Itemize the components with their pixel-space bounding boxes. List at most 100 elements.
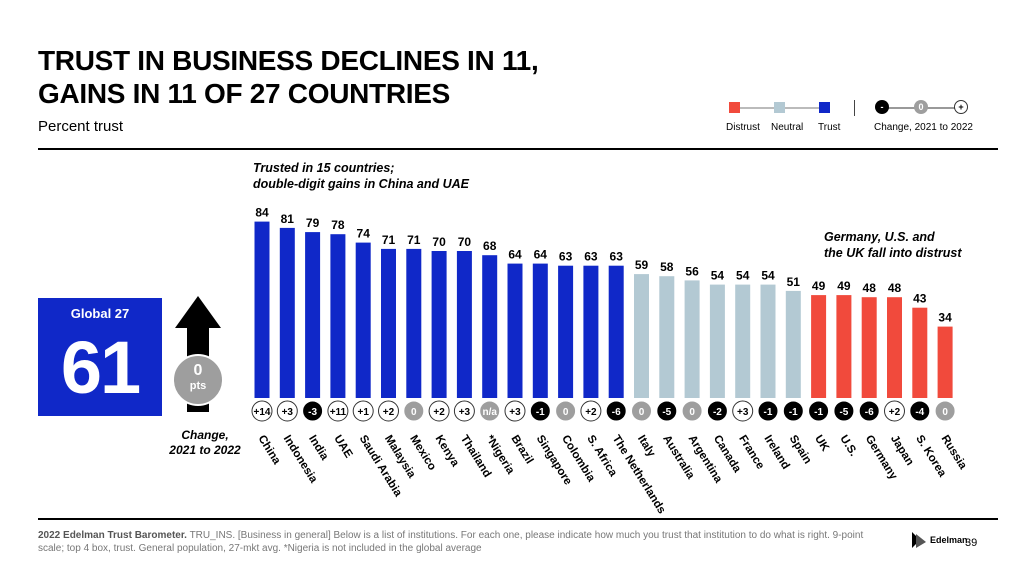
change-value-label: 0 bbox=[411, 407, 417, 418]
change-label-line-2: 2021 to 2022 bbox=[169, 443, 241, 457]
bar-france bbox=[735, 284, 751, 398]
change-circle bbox=[706, 400, 728, 422]
callout-trusted-line-2: double-digit gains in China and UAE bbox=[253, 177, 469, 191]
change-circle bbox=[909, 400, 931, 422]
bar-value-label: 54 bbox=[736, 269, 750, 283]
bar-value-label: 48 bbox=[863, 281, 877, 295]
title-line-2: GAINS IN 11 OF 27 COUNTRIES bbox=[38, 78, 450, 109]
change-label-line-1: Change, bbox=[181, 428, 229, 442]
bar-value-label: 64 bbox=[508, 248, 522, 262]
subtitle: Percent trust bbox=[38, 118, 124, 135]
change-value-label: -2 bbox=[713, 407, 722, 418]
legend-gain-circle: + bbox=[954, 100, 968, 114]
change-value-label: +14 bbox=[254, 407, 271, 418]
change-circle bbox=[555, 400, 577, 422]
change-value-label: -1 bbox=[814, 407, 823, 418]
bar-value-label: 63 bbox=[584, 250, 598, 264]
change-circle bbox=[251, 400, 273, 422]
bar-canada bbox=[709, 284, 725, 398]
category-label: Brazil bbox=[508, 433, 535, 466]
change-value-label: +11 bbox=[330, 407, 347, 418]
bar-value-label: 51 bbox=[787, 275, 801, 289]
change-circle bbox=[858, 400, 880, 422]
bar-us bbox=[836, 295, 852, 398]
bar-value-label: 48 bbox=[888, 281, 902, 295]
global-label: Global 27 bbox=[70, 306, 130, 321]
bar-value-label: 70 bbox=[458, 235, 472, 249]
bar-nigeria bbox=[482, 255, 498, 398]
bar-indonesia bbox=[279, 227, 295, 398]
bar-value-label: 64 bbox=[534, 248, 548, 262]
change-value-label: 0 bbox=[563, 407, 569, 418]
bar-chart: 84+14China81+3Indonesia79-3India78+11UAE… bbox=[251, 206, 969, 516]
category-label: U.S. bbox=[837, 433, 859, 458]
legend-nochange-circle: 0 bbox=[914, 100, 928, 114]
bar-value-label: 71 bbox=[407, 233, 421, 247]
change-value-label: -6 bbox=[612, 407, 621, 418]
change-circle bbox=[352, 400, 374, 422]
change-value-label: -3 bbox=[308, 407, 317, 418]
bar-value-label: 63 bbox=[559, 250, 573, 264]
title-line-1: TRUST IN BUSINESS DECLINES IN 11, bbox=[38, 45, 539, 76]
bar-value-label: 58 bbox=[660, 260, 674, 274]
category-label: Italy bbox=[635, 433, 658, 459]
legend-decline-circle: - bbox=[875, 100, 889, 114]
bar-russia bbox=[937, 326, 953, 398]
bar-value-label: 78 bbox=[331, 218, 345, 232]
change-value-label: +2 bbox=[889, 407, 901, 418]
global-change-unit: pts bbox=[189, 380, 207, 392]
change-value-label: +2 bbox=[585, 407, 597, 418]
change-circle bbox=[605, 400, 627, 422]
bar-value-label: 59 bbox=[635, 258, 649, 272]
change-value-label: -5 bbox=[839, 407, 848, 418]
category-label: China bbox=[255, 433, 282, 467]
change-circle bbox=[631, 400, 652, 422]
legend-divider bbox=[854, 100, 855, 116]
callout-distrust-line-1: Germany, U.S. and bbox=[824, 230, 935, 244]
change-value-label: +3 bbox=[459, 407, 471, 418]
global-average-box: Global 27 61 bbox=[38, 298, 162, 416]
legend-trust-label: Trust bbox=[818, 122, 841, 133]
legend-neutral-label: Neutral bbox=[771, 122, 804, 133]
bar-ireland bbox=[760, 284, 776, 398]
change-value-label: n/a bbox=[482, 407, 497, 418]
bar-value-label: 43 bbox=[913, 292, 927, 306]
change-value-label: -1 bbox=[536, 407, 545, 418]
bar-saudiarabia bbox=[355, 242, 371, 398]
bar-value-label: 84 bbox=[255, 206, 269, 220]
bar-value-label: 71 bbox=[382, 233, 396, 247]
page-number: 39 bbox=[965, 537, 978, 549]
bar-germany bbox=[861, 297, 877, 398]
change-circle bbox=[327, 400, 349, 422]
change-circle bbox=[453, 400, 475, 422]
change-value-label: 0 bbox=[942, 407, 948, 418]
change-value-label: -1 bbox=[789, 407, 798, 418]
change-value-label: -4 bbox=[915, 407, 924, 418]
change-circle bbox=[378, 400, 399, 422]
category-label: India bbox=[306, 433, 331, 463]
callout-distrust: Germany, U.S. and the UK fall into distr… bbox=[824, 229, 962, 261]
bar-value-label: 81 bbox=[281, 212, 295, 226]
bar-value-label: 68 bbox=[483, 239, 497, 253]
legend-trust-swatch bbox=[819, 102, 830, 113]
bar-thailand bbox=[456, 251, 472, 398]
bar-colombia bbox=[558, 265, 574, 398]
change-circle bbox=[732, 400, 754, 422]
change-value-label: +1 bbox=[357, 407, 369, 418]
bar-uae bbox=[330, 234, 346, 398]
change-circle bbox=[580, 400, 602, 422]
change-value-label: 0 bbox=[689, 407, 695, 418]
bar-thenetherlands bbox=[608, 265, 624, 398]
change-value-label: +3 bbox=[282, 407, 294, 418]
category-label: Spain bbox=[787, 433, 814, 466]
bar-safrica bbox=[583, 265, 599, 398]
legend-change-label: Change, 2021 to 2022 bbox=[874, 122, 973, 133]
global-value: 61 bbox=[60, 326, 141, 409]
bar-uk bbox=[811, 295, 827, 398]
change-circle bbox=[833, 400, 855, 422]
change-circle bbox=[808, 400, 830, 422]
brand-name: Edelman bbox=[930, 535, 968, 545]
bar-value-label: 74 bbox=[357, 227, 371, 241]
change-circle bbox=[276, 400, 298, 422]
change-value-label: -5 bbox=[662, 407, 671, 418]
